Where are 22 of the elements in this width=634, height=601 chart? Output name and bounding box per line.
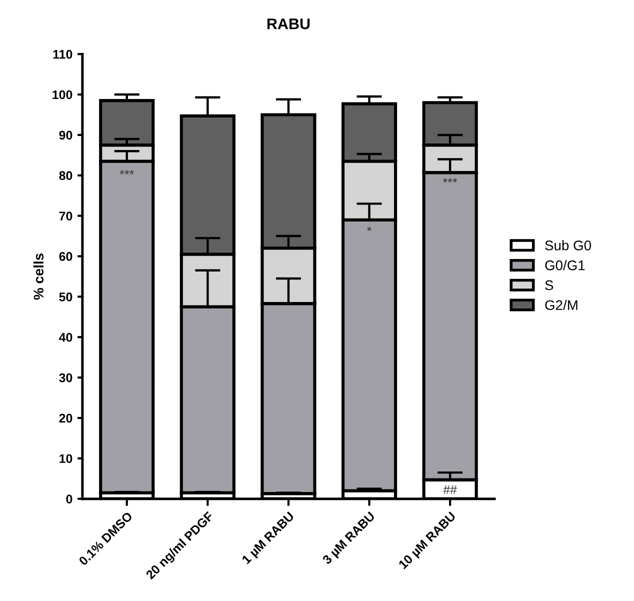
- y-tick-label: 80: [59, 171, 72, 180]
- annotation: ***: [120, 170, 134, 174]
- y-axis-title: % cells: [33, 253, 44, 300]
- y-tick-label: 40: [58, 332, 72, 342]
- legend-label: Sub G0: [545, 240, 592, 250]
- legend-label: S: [545, 280, 554, 290]
- y-tick-label: 10: [60, 454, 72, 464]
- y-tick-label: 100: [52, 90, 72, 100]
- legend-label: G0/G1: [545, 260, 585, 270]
- y-tick-label: 90: [59, 130, 72, 140]
- y-tick-label: 60: [59, 252, 72, 261]
- annotation: ##: [443, 485, 457, 494]
- y-tick-label: 110: [53, 50, 72, 59]
- y-tick-label: 0: [66, 494, 72, 504]
- legend-label: G2/M: [545, 300, 578, 310]
- y-tick-label: 30: [59, 373, 72, 382]
- annotation: *: [367, 226, 372, 232]
- y-tick-label: 50: [59, 292, 72, 302]
- y-tick-label: 20: [59, 414, 72, 423]
- annotation: ***: [442, 178, 458, 182]
- y-tick-label: 70: [59, 212, 72, 220]
- chart-title: RABU: [267, 18, 310, 30]
